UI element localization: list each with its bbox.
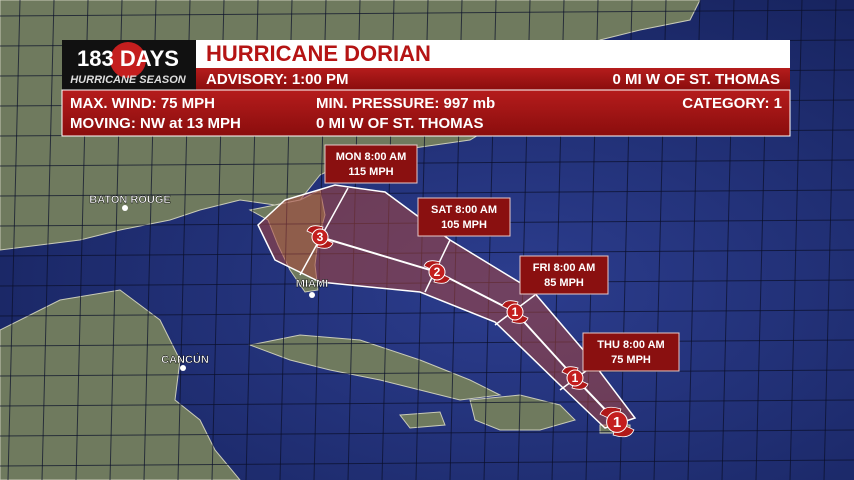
- storm-category: 1: [572, 371, 579, 385]
- city-dot: [180, 365, 186, 371]
- city-dot: [122, 205, 128, 211]
- storm-icon: [599, 406, 635, 438]
- forecast-box: [519, 255, 609, 295]
- storm-icon: [501, 300, 529, 324]
- forecast-box: [324, 144, 418, 184]
- logo-swirl: [110, 42, 146, 78]
- header: 183 DAYS HURRICANE SEASON HURRICANE DORI…: [61, 40, 791, 137]
- parallel: [0, 9, 854, 17]
- storm-category: 2: [434, 265, 441, 279]
- title-bar: [196, 40, 790, 68]
- forecast-wind: 85 MPH: [544, 277, 584, 289]
- meridian: [41, 0, 55, 480]
- city-label: MIAMI: [296, 278, 328, 290]
- moving: MOVING: NW at 13 MPH: [70, 115, 241, 132]
- city-label: BATON ROUGE: [89, 194, 171, 206]
- forecast-box: [417, 197, 511, 237]
- storm-icon: [306, 225, 334, 249]
- position: 0 MI W OF ST. THOMAS: [316, 115, 484, 132]
- parallel: [0, 189, 854, 197]
- min-pressure: MIN. PRESSURE: 997 mb: [316, 95, 495, 112]
- storm-core: [311, 228, 329, 246]
- city-label: CANCÚN: [161, 353, 209, 366]
- parallel: [0, 339, 854, 347]
- parallel: [0, 459, 854, 467]
- storm-category: 1: [613, 414, 621, 431]
- forecast-wind: 115 MPH: [348, 166, 393, 178]
- max-wind: MAX. WIND: 75 MPH: [70, 95, 215, 112]
- forecast-wind: 75 MPH: [611, 354, 651, 366]
- forecast-time: FRI 8:00 AM: [533, 262, 596, 274]
- parallel: [0, 399, 854, 407]
- storm-core: [566, 369, 584, 387]
- parallel: [0, 159, 854, 167]
- city-dot: [309, 292, 315, 298]
- forecast-box: [582, 332, 680, 372]
- forecast-time: MON 8:00 AM: [336, 151, 407, 163]
- storm-name: HURRICANE DORIAN: [206, 41, 431, 66]
- forecast-time: THU 8:00 AM: [597, 339, 664, 351]
- logo-tagline: HURRICANE SEASON: [70, 74, 187, 86]
- storm-core: [506, 303, 524, 321]
- parallel: [0, 369, 854, 377]
- storm-category: 1: [512, 305, 519, 319]
- storm-category: 3: [317, 230, 324, 244]
- storm-core: [606, 411, 628, 433]
- details-box: [61, 89, 791, 137]
- category: CATEGORY: 1: [682, 95, 782, 112]
- storm-icon: [423, 260, 451, 284]
- parallel: [0, 309, 854, 317]
- logo-title: 183 DAYS: [77, 46, 179, 71]
- meridian: [7, 0, 21, 480]
- forecast-wind: 105 MPH: [441, 219, 487, 231]
- parallel: [0, 429, 854, 437]
- location: 0 MI W OF ST. THOMAS: [613, 71, 781, 88]
- advisory: ADVISORY: 1:00 PM: [206, 71, 349, 88]
- advisory-bar: [196, 68, 790, 90]
- forecast-time: SAT 8:00 AM: [431, 204, 497, 216]
- storm-core: [428, 263, 446, 281]
- storm-icon: [561, 366, 589, 390]
